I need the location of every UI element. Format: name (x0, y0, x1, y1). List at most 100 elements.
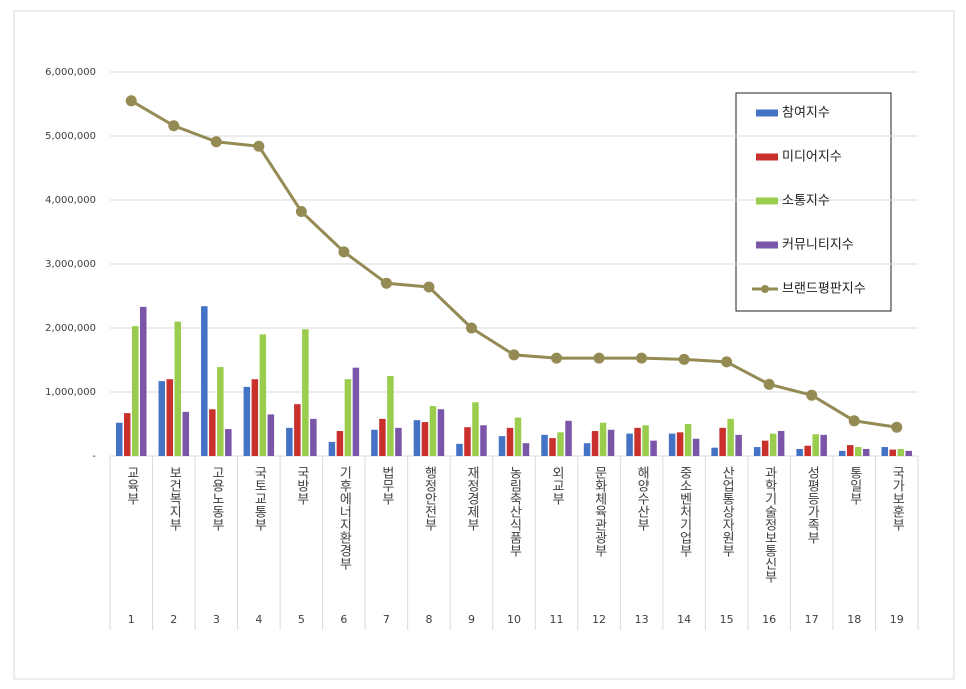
bar (243, 386, 251, 456)
bar (549, 438, 556, 456)
bar (719, 427, 726, 456)
bar (294, 404, 301, 456)
y-tick-label: 6,000,000 (45, 67, 96, 78)
line-marker (806, 389, 818, 401)
bar (140, 306, 147, 456)
legend-label: 참여지수 (782, 106, 830, 121)
bar (905, 450, 912, 456)
bar (387, 376, 394, 456)
bar (251, 379, 259, 456)
line-marker (678, 353, 690, 365)
line-marker (125, 95, 137, 107)
rank-label: 7 (383, 613, 390, 626)
rank-label: 18 (847, 613, 861, 626)
bar (506, 427, 514, 456)
bar (777, 431, 785, 456)
y-tick-label: 5,000,000 (45, 131, 96, 142)
bar (684, 424, 692, 456)
bar (668, 433, 676, 456)
bar (371, 429, 378, 456)
line-marker (380, 277, 392, 289)
x-tick-label: 기후에너지환경부 (336, 466, 351, 570)
x-tick-label: 외교부 (549, 466, 564, 505)
bar (472, 402, 479, 456)
x-tick-label: 국방부 (294, 466, 309, 505)
bar (429, 406, 437, 456)
rank-label: 15 (720, 613, 734, 626)
rank-label: 5 (298, 613, 305, 626)
line-marker (636, 352, 648, 364)
bar (379, 418, 386, 456)
line-marker (721, 356, 733, 368)
legend-label: 브랜드평판지수 (782, 282, 866, 297)
x-tick-label: 농림축산식품부 (507, 466, 522, 557)
bar (796, 448, 803, 456)
x-tick-label: 문화체육관광부 (592, 466, 607, 557)
bar (838, 450, 846, 456)
rank-label: 9 (468, 613, 475, 626)
line-marker (295, 206, 307, 218)
legend-label: 소통지수 (782, 194, 830, 209)
bar (889, 449, 896, 456)
bar (464, 427, 471, 456)
x-tick-label: 교육부 (124, 466, 139, 505)
legend-label: 미디어지수 (782, 150, 842, 165)
rank-label: 13 (635, 613, 649, 626)
bar (217, 367, 224, 456)
bar (413, 420, 421, 456)
bar (437, 409, 445, 456)
bar (174, 321, 182, 456)
bar (846, 445, 854, 456)
y-tick-label: - (92, 451, 96, 462)
bar (735, 434, 742, 456)
bar (753, 447, 761, 456)
bar (456, 443, 463, 456)
y-tick-label: 3,000,000 (45, 259, 96, 270)
bar (650, 440, 657, 456)
x-tick-label: 중소벤처기업부 (677, 466, 692, 557)
legend-key-marker (761, 285, 769, 293)
x-tick-label: 국토교통부 (251, 466, 266, 531)
bar (302, 329, 309, 456)
line-marker (508, 349, 520, 361)
bar (116, 422, 123, 456)
line-marker (210, 136, 222, 148)
legend-key (756, 109, 778, 117)
bar (761, 440, 769, 456)
bar (421, 422, 429, 456)
bar (201, 306, 208, 456)
bar (209, 409, 216, 456)
bar (692, 438, 700, 456)
bar (352, 367, 360, 456)
bar (769, 433, 777, 456)
bar (395, 427, 402, 456)
bar (642, 425, 649, 456)
y-tick-label: 2,000,000 (45, 323, 96, 334)
legend-key (756, 241, 778, 249)
x-tick-label: 재정경제부 (464, 466, 479, 531)
rank-label: 2 (170, 613, 177, 626)
line-marker (168, 120, 180, 132)
line-marker (763, 378, 775, 390)
line-marker (338, 246, 350, 258)
rank-label: 10 (507, 613, 521, 626)
x-tick-label: 통일부 (847, 466, 862, 505)
bar (727, 418, 734, 456)
bar (565, 420, 572, 456)
x-tick-label: 고용노동부 (209, 466, 224, 531)
bar (804, 445, 811, 456)
rank-label: 6 (340, 613, 347, 626)
bar (522, 443, 530, 456)
bar (881, 447, 888, 456)
legend-label: 커뮤니티지수 (782, 238, 854, 253)
bar (166, 379, 174, 456)
bar (124, 413, 131, 456)
bar (158, 381, 166, 456)
bar (607, 429, 615, 456)
x-tick-label: 국가보훈부 (889, 466, 904, 531)
rank-label: 19 (890, 613, 904, 626)
bar (182, 411, 190, 456)
x-tick-label: 산업통상자원부 (719, 466, 734, 557)
x-tick-label: 해양수산부 (634, 466, 649, 531)
bar (812, 434, 819, 456)
